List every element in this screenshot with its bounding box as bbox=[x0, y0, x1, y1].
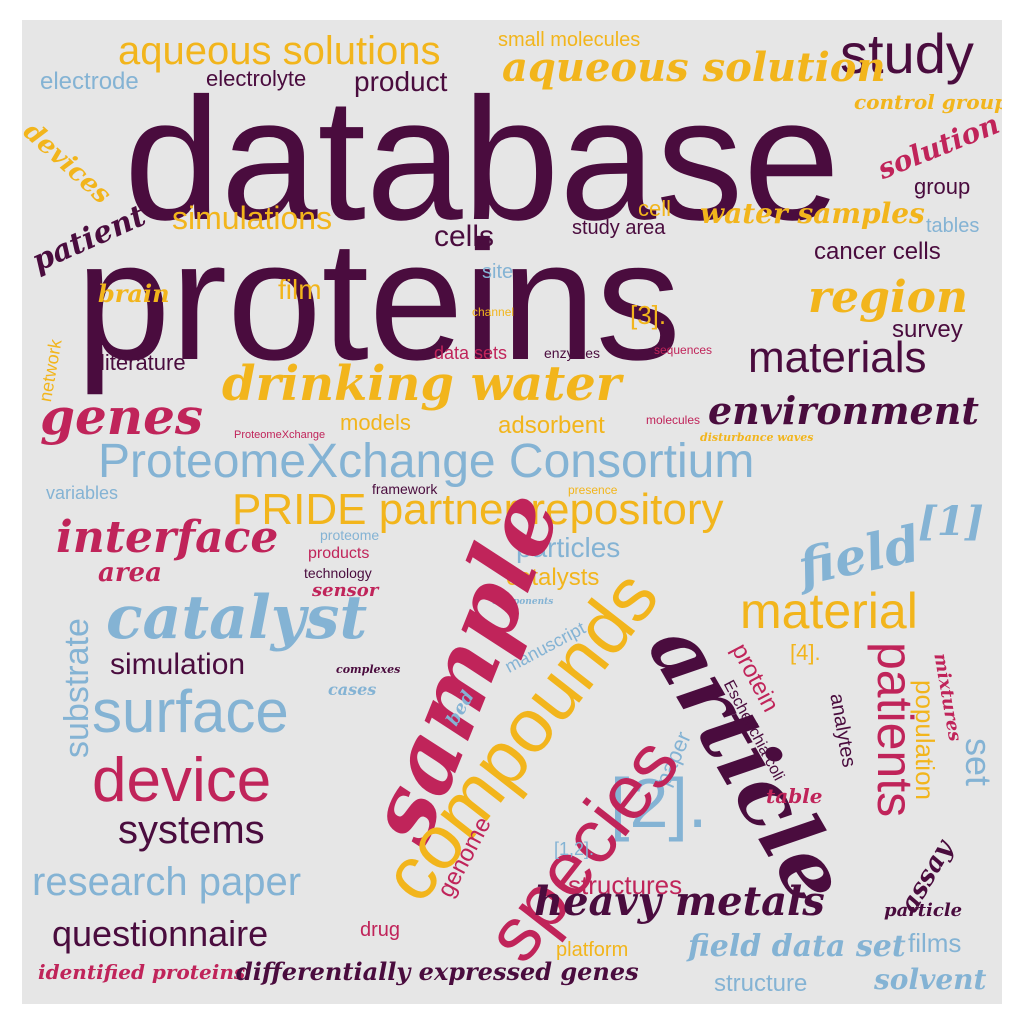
word-brain: brain bbox=[98, 279, 170, 308]
word-water-samples: water samples bbox=[700, 197, 925, 230]
word-film: film bbox=[278, 274, 322, 305]
word-area: area bbox=[98, 558, 162, 588]
word-variables: variables bbox=[46, 483, 119, 503]
word-substrate: substrate bbox=[58, 618, 96, 758]
word-environment: environment bbox=[708, 388, 979, 433]
word-catalysts: catalysts bbox=[506, 564, 600, 591]
word-surface: surface bbox=[92, 678, 289, 745]
word-analytes: analytes bbox=[825, 691, 860, 770]
word-particles: particles bbox=[516, 532, 621, 563]
word-heavy-metals: heavy metals bbox=[534, 878, 825, 925]
word-molecules: molecules bbox=[646, 413, 701, 427]
word-simulation: simulation bbox=[110, 648, 246, 681]
word-films: films bbox=[908, 928, 962, 958]
word-components: components bbox=[492, 597, 554, 607]
word-population: population bbox=[910, 680, 940, 800]
word-systems: systems bbox=[118, 808, 265, 852]
word-models: models bbox=[340, 410, 411, 435]
word-cells: cells bbox=[434, 220, 495, 253]
word-simulations: simulations bbox=[172, 200, 333, 236]
word-research-paper: research paper bbox=[32, 860, 302, 904]
word-sensor: sensor bbox=[312, 580, 379, 601]
word-field: field bbox=[792, 513, 925, 597]
word-field-data-set: field data set bbox=[688, 929, 906, 964]
word-interface: interface bbox=[56, 512, 279, 563]
word-region: region bbox=[808, 272, 968, 323]
word-catalyst: catalyst bbox=[106, 583, 368, 653]
word-drinking-water: drinking water bbox=[222, 356, 622, 412]
word-drug: drug bbox=[360, 919, 401, 941]
word-aqueous-solutions: aqueous solutions bbox=[118, 29, 441, 73]
word-ref3: [3]. bbox=[630, 300, 667, 330]
word-ref1: [1] bbox=[918, 498, 984, 545]
word-genes: genes bbox=[40, 387, 204, 446]
word-particle: particle bbox=[884, 900, 963, 921]
word-proteome: proteome bbox=[320, 527, 380, 543]
word-product: product bbox=[354, 66, 448, 97]
word-adsorbent: adsorbent bbox=[498, 412, 605, 439]
word-group: group bbox=[914, 174, 971, 199]
word-ref2: [2]. bbox=[610, 764, 708, 842]
word-material: material bbox=[740, 583, 918, 639]
word-proteins: proteins bbox=[76, 206, 681, 396]
word-survey: survey bbox=[892, 316, 963, 343]
word-cancer-cells: cancer cells bbox=[814, 238, 941, 265]
word-complexes: complexes bbox=[336, 663, 401, 676]
word-small-molecules: small molecules bbox=[498, 29, 641, 51]
word-pride-partner-repository: PRIDE partner repository bbox=[232, 485, 724, 534]
word-aqueous-solution: aqueous solution bbox=[502, 44, 886, 91]
word-literature: literature bbox=[100, 350, 186, 375]
word-electrolyte: electrolyte bbox=[206, 66, 307, 91]
word-ref4: [4]. bbox=[790, 640, 821, 665]
word-presence: presence bbox=[568, 483, 618, 497]
word-electrode: electrode bbox=[40, 68, 139, 95]
word-device: device bbox=[92, 746, 272, 815]
word-set: set bbox=[958, 738, 999, 787]
word-cell: cell bbox=[638, 196, 672, 221]
word-structures: structures bbox=[568, 870, 683, 900]
word-enzymes: enzymes bbox=[544, 345, 601, 361]
word-platform: platform bbox=[556, 939, 629, 961]
word-disturbance-waves: disturbance waves bbox=[700, 431, 814, 444]
word-tables: tables bbox=[926, 215, 980, 237]
word-identified-proteins: identified proteins bbox=[38, 960, 246, 984]
word-framework: framework bbox=[372, 481, 438, 497]
word-cases: cases bbox=[328, 680, 377, 699]
word-materials: materials bbox=[748, 333, 927, 382]
word-data-sets: data sets bbox=[434, 343, 508, 363]
word-devices: devices bbox=[22, 116, 117, 211]
word-control-group: control group bbox=[854, 90, 1002, 114]
word-questionnaire: questionnaire bbox=[52, 913, 269, 954]
word-channel: channel bbox=[472, 305, 515, 319]
word-sequences: sequences bbox=[654, 343, 713, 357]
word-solvent: solvent bbox=[874, 963, 987, 996]
word-technology: technology bbox=[304, 565, 372, 581]
word-ref12: [1,2]. bbox=[554, 839, 595, 859]
word-proteomexchange-small: ProteomeXchange bbox=[234, 429, 326, 441]
word-cloud: database proteins aqueous solutions smal… bbox=[22, 20, 1002, 1004]
word-differentially-expressed-genes: differentially expressed genes bbox=[236, 957, 639, 986]
word-table: table bbox=[766, 784, 823, 808]
word-proteomexchange-consortium: ProteomeXchange Consortium bbox=[98, 435, 755, 488]
word-database: database bbox=[124, 61, 840, 256]
word-study: study bbox=[840, 22, 974, 85]
word-site: site bbox=[482, 261, 514, 283]
word-products: products bbox=[308, 545, 370, 562]
word-structure: structure bbox=[714, 970, 808, 997]
word-study-area: study area bbox=[572, 217, 666, 239]
word-solution: solution bbox=[872, 107, 1002, 186]
